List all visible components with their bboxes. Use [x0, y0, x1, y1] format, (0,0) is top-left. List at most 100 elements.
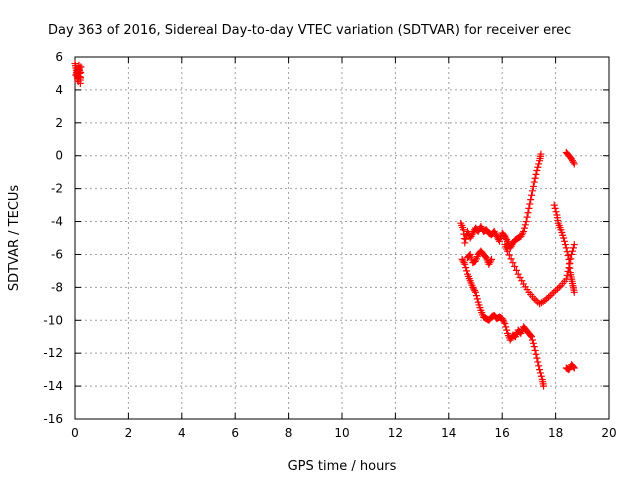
- data-point: [550, 288, 558, 296]
- data-point: [488, 255, 496, 263]
- y-tick-label: -10: [43, 313, 63, 327]
- x-axis-label: GPS time / hours: [288, 459, 397, 474]
- data-points: [71, 60, 578, 390]
- data-point: [570, 288, 578, 296]
- data-point: [552, 287, 560, 295]
- data-point: [470, 285, 478, 293]
- data-point: [501, 320, 509, 328]
- data-point: [569, 158, 577, 166]
- data-point: [570, 160, 578, 168]
- y-tick-label: 6: [55, 50, 63, 64]
- data-point: [526, 200, 534, 208]
- axis-ticks: 0 2 4 6 8 10 12 14 16 18 206420-2-4-6-8-10-12-14-1…: [43, 50, 616, 440]
- data-point: [569, 363, 577, 371]
- data-point: [487, 257, 495, 265]
- y-tick-label: -8: [51, 280, 63, 294]
- y-tick-label: -4: [51, 215, 63, 229]
- y-tick-label: -2: [51, 182, 63, 196]
- x-tick-label: 20: [601, 426, 616, 440]
- data-point: [569, 244, 577, 252]
- x-tick-label: 6: [231, 426, 239, 440]
- data-point: [522, 218, 530, 226]
- data-point: [564, 252, 572, 260]
- data-point: [533, 167, 541, 175]
- data-point: [544, 293, 552, 301]
- data-point: [461, 239, 469, 247]
- data-point: [537, 150, 545, 158]
- chart-title: Day 363 of 2016, Sidereal Day-to-day VTE…: [48, 23, 571, 38]
- data-point: [533, 354, 541, 362]
- data-point: [514, 270, 522, 278]
- data-point: [516, 273, 524, 281]
- data-point: [531, 174, 539, 182]
- data-point: [530, 343, 538, 351]
- data-point: [540, 382, 548, 390]
- data-point: [504, 247, 512, 255]
- data-point: [531, 346, 539, 354]
- data-point: [527, 196, 535, 204]
- data-point: [528, 336, 536, 344]
- y-tick-label: 2: [55, 116, 63, 130]
- data-point: [534, 358, 542, 366]
- data-point: [460, 259, 468, 267]
- data-point: [532, 170, 540, 178]
- data-point: [570, 241, 578, 249]
- x-tick-label: 12: [388, 426, 403, 440]
- data-point: [560, 234, 568, 242]
- data-point: [528, 187, 536, 195]
- data-point: [473, 295, 481, 303]
- data-point: [472, 292, 480, 300]
- x-tick-label: 14: [441, 426, 456, 440]
- data-point: [536, 366, 544, 374]
- x-tick-label: 8: [285, 426, 293, 440]
- data-point: [553, 285, 561, 293]
- y-tick-label: 4: [55, 83, 63, 97]
- data-point: [503, 326, 511, 334]
- y-tick-label: -14: [43, 379, 63, 393]
- data-point: [550, 201, 558, 209]
- data-point: [500, 318, 508, 326]
- data-point: [536, 369, 544, 377]
- data-point: [74, 65, 82, 73]
- data-point: [472, 288, 479, 296]
- data-point: [568, 250, 576, 258]
- data-point: [555, 283, 563, 291]
- data-point: [520, 224, 528, 232]
- data-point: [562, 244, 570, 252]
- data-point: [521, 221, 529, 229]
- data-point: [532, 350, 540, 358]
- data-point: [528, 191, 536, 199]
- data-point: [518, 277, 526, 285]
- data-point: [505, 251, 513, 259]
- grid-lines: [75, 57, 609, 419]
- y-tick-label: -6: [51, 247, 63, 261]
- x-tick-label: 4: [178, 426, 186, 440]
- data-point: [519, 229, 527, 237]
- data-point: [529, 182, 537, 190]
- data-point: [459, 257, 467, 265]
- y-tick-label: -16: [43, 412, 63, 426]
- data-point: [563, 248, 571, 256]
- data-point: [507, 255, 515, 263]
- y-axis-label: SDTVAR / TECUs: [7, 185, 22, 292]
- y-tick-label: 0: [55, 149, 63, 163]
- data-point: [561, 237, 568, 245]
- x-tick-label: 2: [125, 426, 133, 440]
- data-point: [462, 264, 470, 272]
- data-point: [552, 208, 560, 216]
- data-point: [548, 290, 556, 298]
- data-point: [502, 323, 510, 331]
- data-point: [461, 260, 469, 268]
- data-point: [509, 259, 517, 267]
- data-point: [511, 263, 519, 271]
- data-point: [512, 266, 520, 274]
- data-point: [520, 227, 528, 235]
- x-tick-label: 16: [495, 426, 510, 440]
- data-point: [535, 362, 543, 370]
- data-point: [523, 213, 531, 221]
- data-point: [537, 372, 545, 380]
- data-point: [534, 163, 542, 171]
- data-point: [527, 332, 535, 340]
- x-tick-label: 0: [71, 426, 79, 440]
